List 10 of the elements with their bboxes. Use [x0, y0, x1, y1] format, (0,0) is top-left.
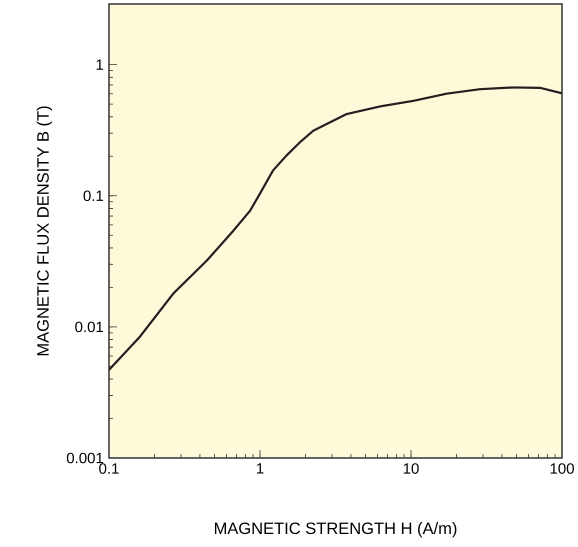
y-tick-label: 0.001	[66, 452, 104, 464]
y-axis-title: MAGNETIC FLUX DENSITY B (T)	[36, 106, 52, 356]
x-tick-label: 100	[550, 463, 574, 474]
x-axis-title: MAGNETIC STRENGTH H (A/m)	[214, 522, 456, 538]
x-tick-label: 10	[404, 463, 419, 474]
y-tick-label: 0.01	[75, 322, 104, 332]
x-tick-label: 0.1	[99, 463, 119, 474]
y-tick-label: 0.1	[84, 190, 104, 202]
x-tick-label: 1	[256, 463, 264, 474]
y-tick-label: 1	[96, 59, 104, 70]
